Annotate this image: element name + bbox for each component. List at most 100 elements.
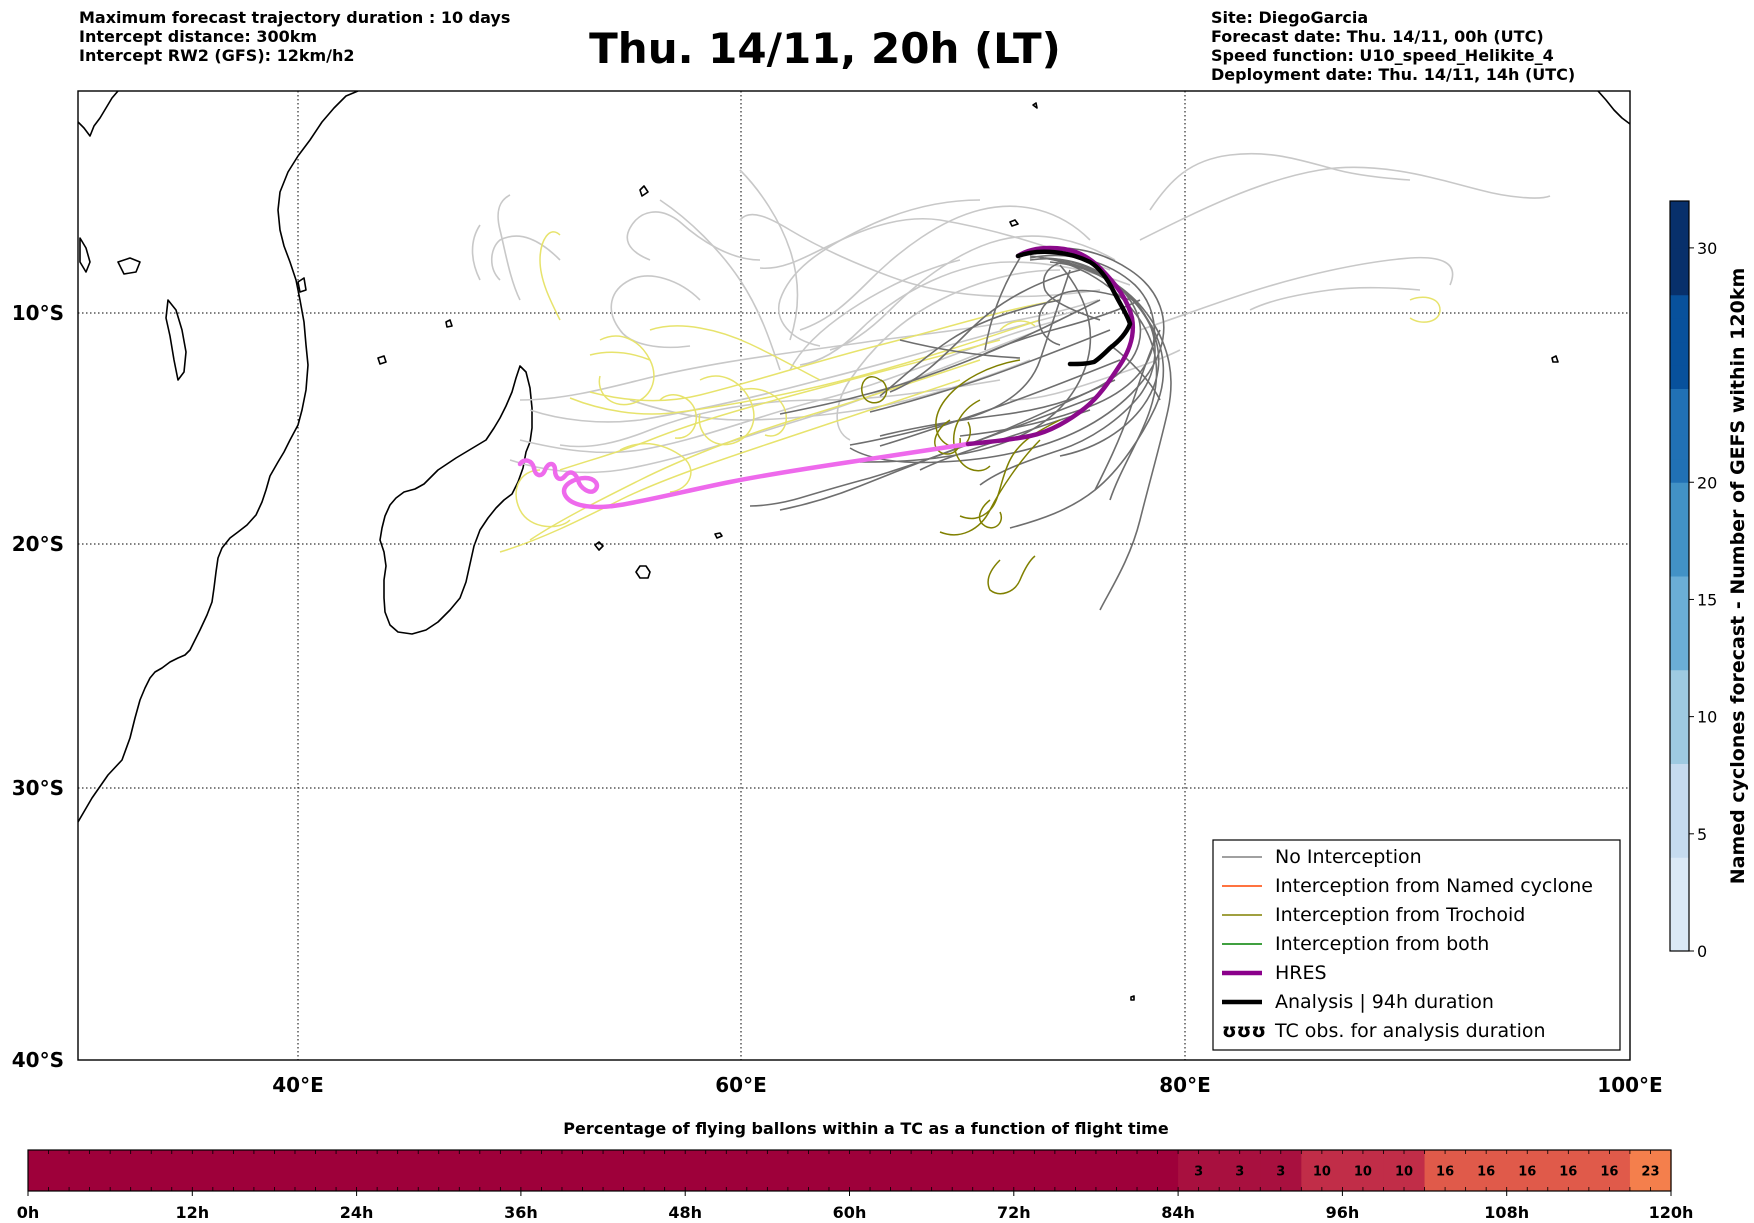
right-colorbar-cell <box>1670 599 1689 624</box>
legend-entry: Interception from Named cyclone <box>1222 875 1593 897</box>
bottom-colorbar-cell <box>315 1150 358 1191</box>
legend-label: Interception from Trochoid <box>1275 904 1525 926</box>
bottom-colorbar-cell <box>1013 1150 1056 1191</box>
analysis-track <box>1015 249 1133 367</box>
bottom-colorbar-cell-label: 16 <box>1518 1165 1536 1180</box>
coast-cocos <box>1551 355 1559 363</box>
right-colorbar-tick-label: 0 <box>1697 942 1707 961</box>
bottom-colorbar-tick-label: 72h <box>997 1203 1031 1222</box>
bottom-colorbar-cell-label: 10 <box>1395 1165 1413 1180</box>
right-colorbar-cell <box>1670 622 1689 647</box>
bottom-colorbar-cell <box>1383 1150 1426 1191</box>
cyclone-symbol-icon: ʊʊʊ <box>1222 1020 1266 1042</box>
bottom-colorbar-tick-label: 12h <box>175 1203 209 1222</box>
right-colorbar-tick-label: 10 <box>1697 708 1717 727</box>
right-colorbar-tick-label: 5 <box>1697 825 1707 844</box>
legend-label: Analysis | 94h duration <box>1275 991 1494 1013</box>
bottom-colorbar-cell-label: 3 <box>1235 1165 1244 1180</box>
legend-box <box>1212 839 1621 1051</box>
map-legend: No Interception Interception from Named c… <box>1212 839 1621 1051</box>
hres-loop-small <box>517 458 537 471</box>
bottom-colorbar-cell-label: 10 <box>1354 1165 1372 1180</box>
bottom-colorbar-cell <box>479 1150 522 1191</box>
header-deployment-date: Deployment date: Thu. 14/11, 14h (UTC) <box>1211 65 1576 84</box>
bottom-colorbar-cell <box>1095 1150 1138 1191</box>
bottom-colorbar-cell <box>561 1150 604 1191</box>
bottom-colorbar-cell <box>1260 1150 1302 1191</box>
right-colorbar-cell <box>1670 201 1689 225</box>
right-colorbar-cell <box>1670 763 1689 788</box>
bottom-colorbar-cell <box>1588 1150 1631 1191</box>
page-title: Thu. 14/11, 20h (LT) <box>589 24 1061 73</box>
right-colorbar-cell <box>1670 505 1689 530</box>
bottom-colorbar-cell <box>1629 1150 1672 1191</box>
bottom-colorbar-cell <box>151 1150 193 1191</box>
right-colorbar-cell <box>1670 646 1689 671</box>
right-colorbar-cell <box>1670 294 1689 319</box>
header-speed-function: Speed function: U10_speed_Helikite_4 <box>1211 46 1554 65</box>
coast-lake-victoria <box>117 257 141 275</box>
bottom-colorbar-cell <box>1547 1150 1590 1191</box>
hres-track <box>517 245 1136 510</box>
lon-tick-label: 40°E <box>272 1073 324 1097</box>
bottom-colorbar-cell <box>1137 1150 1179 1191</box>
bottom-colorbar-cell-label: 16 <box>1600 1165 1618 1180</box>
bottom-colorbar-cell <box>438 1150 481 1191</box>
bottom-colorbar-cell-label: 16 <box>1559 1165 1577 1180</box>
tracks-trochoid-light <box>499 231 1441 553</box>
lon-tick-label: 60°E <box>715 1073 767 1097</box>
coast-seychelles <box>639 185 649 197</box>
lon-tick-label: 100°E <box>1597 1073 1662 1097</box>
bottom-colorbar-cell-label: 3 <box>1276 1165 1285 1180</box>
header-site: Site: DiegoGarcia <box>1211 8 1369 27</box>
header-right: Site: DiegoGarcia Forecast date: Thu. 14… <box>1211 8 1575 84</box>
right-colorbar-cell <box>1670 786 1689 811</box>
hres-track-east <box>965 245 1136 447</box>
legend-entry: HRES <box>1222 962 1327 984</box>
bottom-colorbar-cell <box>685 1150 727 1191</box>
bottom-colorbar-cell <box>808 1150 851 1191</box>
right-colorbar: 0 5 10 15 20 30 Named cyclones forecast - Num… <box>1669 200 1749 961</box>
legend-entry: Analysis | 94h duration <box>1222 991 1494 1013</box>
bottom-colorbar-tick-label: 0h <box>17 1203 40 1222</box>
bottom-colorbar-cell <box>110 1150 152 1191</box>
right-colorbar-cell <box>1670 716 1689 741</box>
right-colorbar-cell <box>1670 904 1689 929</box>
bottom-colorbar-cell <box>1342 1150 1385 1191</box>
bottom-colorbar-cell <box>520 1150 563 1191</box>
coast-sumatra <box>1597 91 1630 125</box>
coast-amsterdam <box>1130 995 1135 1001</box>
right-colorbar-cell <box>1670 552 1689 577</box>
coast-africa <box>78 91 359 823</box>
right-colorbar-cell <box>1670 529 1689 554</box>
bottom-colorbar-cell <box>397 1150 440 1191</box>
coast-lake-tanganyika <box>79 237 91 273</box>
right-colorbar-cell <box>1670 880 1689 905</box>
right-colorbar-cell <box>1670 482 1689 507</box>
bottom-colorbar-cell-label: 16 <box>1436 1165 1454 1180</box>
bottom-colorbar-cell <box>603 1150 645 1191</box>
right-colorbar-cell <box>1670 927 1689 952</box>
header-max-duration: Maximum forecast trajectory duration : 1… <box>79 8 511 27</box>
right-colorbar-label: Named cyclones forecast - Number of GEFS… <box>1727 268 1749 885</box>
right-colorbar-tick-label: 30 <box>1697 239 1717 258</box>
bottom-colorbar-tick-label: 120h <box>1649 1203 1694 1222</box>
bottom-colorbar-cell <box>767 1150 810 1191</box>
bottom-colorbar-cell <box>1424 1150 1467 1191</box>
right-colorbar-cell <box>1670 435 1689 460</box>
right-colorbar-cell <box>1670 810 1689 835</box>
bottom-colorbar-cell-label: 10 <box>1313 1165 1331 1180</box>
coast-zanzibar <box>297 277 307 293</box>
bottom-colorbar-cell <box>890 1150 933 1191</box>
bottom-colorbar-tick-label: 84h <box>1161 1203 1195 1222</box>
bottom-colorbar-cell <box>1178 1150 1220 1191</box>
legend-label: HRES <box>1275 962 1327 984</box>
map-frame <box>77 90 1631 1061</box>
header-left: Maximum forecast trajectory duration : 1… <box>79 8 510 65</box>
legend-entry: ʊʊʊ TC obs. for analysis duration <box>1222 1020 1546 1042</box>
right-colorbar-cell <box>1670 411 1689 436</box>
right-colorbar-cell <box>1670 833 1689 858</box>
right-colorbar-cell <box>1670 318 1689 343</box>
right-colorbar-cell <box>1670 740 1689 764</box>
legend-entry: Interception from Trochoid <box>1222 904 1525 926</box>
